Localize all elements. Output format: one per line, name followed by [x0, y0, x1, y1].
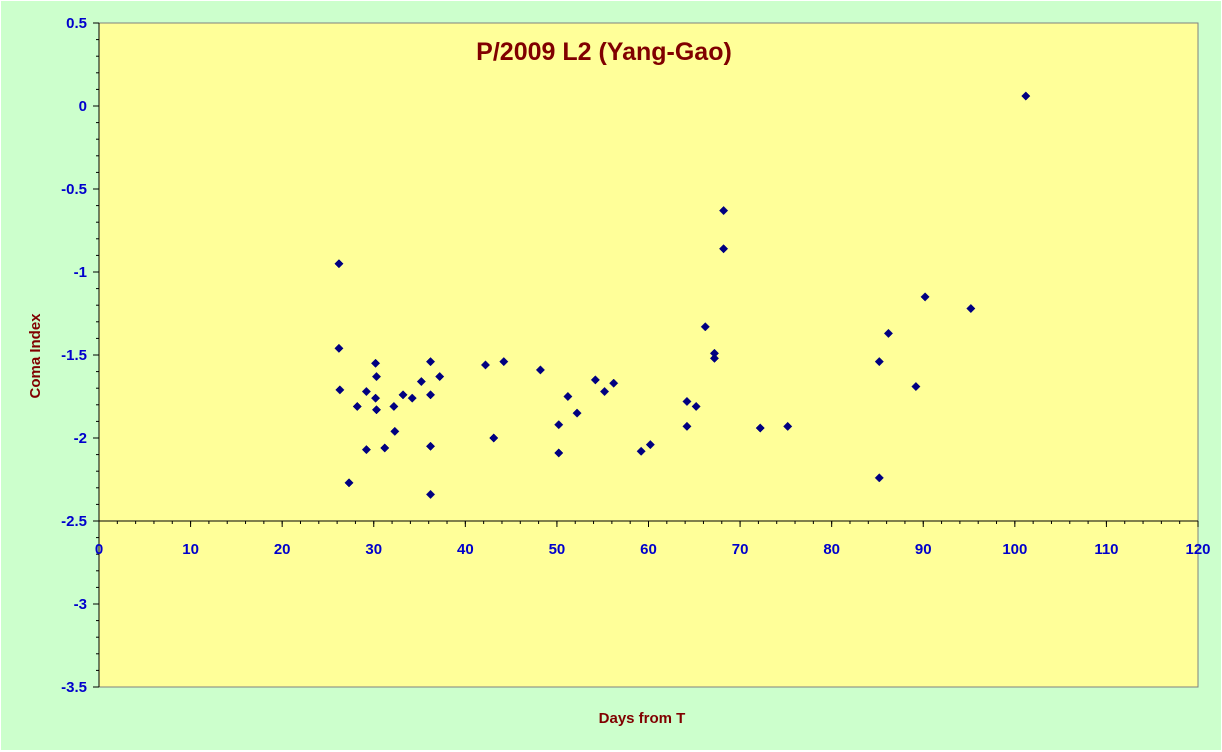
data-point — [425, 357, 436, 367]
data-point — [344, 478, 354, 488]
data-point — [645, 440, 655, 450]
data-point — [719, 206, 729, 216]
data-point — [361, 386, 371, 397]
data-point — [371, 358, 381, 368]
data-point — [709, 353, 719, 363]
data-point — [883, 328, 894, 338]
x-tick-labels: 0 10 20 30 40 50 60 70 80 90 100 110 120 — [95, 541, 1211, 558]
data-point — [590, 375, 600, 385]
data-point — [425, 489, 436, 499]
x-tick-label: 20 — [274, 541, 291, 558]
data-point — [371, 393, 381, 403]
y-tick-label: -1.5 — [61, 347, 87, 364]
data-point — [390, 426, 400, 436]
data-point — [480, 360, 491, 370]
x-tick-label: 40 — [457, 541, 474, 558]
data-point — [682, 396, 692, 407]
data-point — [563, 391, 573, 402]
x-axis — [98, 520, 1199, 527]
data-point — [874, 473, 884, 483]
x-tick-label: 120 — [1185, 541, 1210, 558]
data-point — [361, 445, 371, 455]
y-tick-label: 0.5 — [66, 15, 87, 32]
data-point — [911, 381, 921, 392]
data-point — [425, 441, 436, 451]
data-point — [435, 372, 445, 382]
data-point — [609, 378, 619, 388]
y-tick-label: -3.5 — [61, 679, 87, 696]
y-tick-label: 0 — [79, 98, 87, 115]
data-point — [407, 393, 417, 403]
data-point — [599, 386, 610, 397]
data-point — [425, 390, 436, 400]
data-point — [636, 446, 646, 456]
y-tick-label: -1 — [74, 264, 87, 281]
x-tick-label: 30 — [365, 541, 382, 558]
data-point — [371, 405, 382, 415]
data-point — [335, 385, 345, 395]
x-tick-label: 60 — [640, 541, 657, 558]
x-tick-label: 70 — [732, 541, 749, 558]
data-point — [554, 448, 564, 458]
data-point — [719, 244, 729, 254]
data-point — [499, 357, 509, 367]
data-point — [700, 322, 710, 332]
x-tick-label: 90 — [915, 541, 932, 558]
data-point — [572, 408, 582, 418]
x-axis-title: Days from T — [599, 710, 686, 727]
x-tick-label: 0 — [95, 541, 103, 558]
data-point — [535, 365, 545, 375]
x-tick-label: 80 — [823, 541, 840, 558]
data-point — [783, 421, 793, 431]
y-tick-label: -2 — [74, 430, 87, 447]
data-points — [334, 91, 1031, 499]
y-axis-title: Coma Index — [27, 313, 44, 399]
x-tick-label: 110 — [1094, 541, 1118, 558]
data-point — [389, 401, 399, 412]
data-point — [874, 357, 884, 367]
data-point — [682, 421, 692, 431]
data-point — [380, 443, 390, 453]
data-point — [554, 420, 564, 430]
y-tick-label: -0.5 — [61, 181, 87, 198]
data-point — [398, 390, 408, 400]
data-point — [334, 259, 344, 269]
data-point — [416, 377, 426, 387]
y-tick-label: -3 — [74, 596, 87, 613]
data-point — [489, 433, 499, 443]
data-point — [920, 292, 930, 302]
y-tick-labels: 0.5 0 -0.5 -1 -1.5 -2 -2.5 -3 -3.5 — [61, 15, 87, 696]
plot-area — [98, 22, 1199, 688]
data-point — [1021, 91, 1031, 101]
data-point — [334, 343, 344, 353]
x-tick-label: 100 — [1002, 541, 1027, 558]
data-point — [352, 401, 362, 412]
x-tick-label: 50 — [549, 541, 566, 558]
chart-title: P/2009 L2 (Yang-Gao) — [476, 38, 732, 66]
data-point — [755, 423, 765, 433]
data-point — [691, 401, 701, 412]
y-axis — [93, 22, 100, 688]
x-tick-label: 10 — [182, 541, 199, 558]
data-point — [966, 303, 976, 314]
y-tick-label: -2.5 — [61, 513, 87, 530]
data-point — [371, 372, 382, 382]
